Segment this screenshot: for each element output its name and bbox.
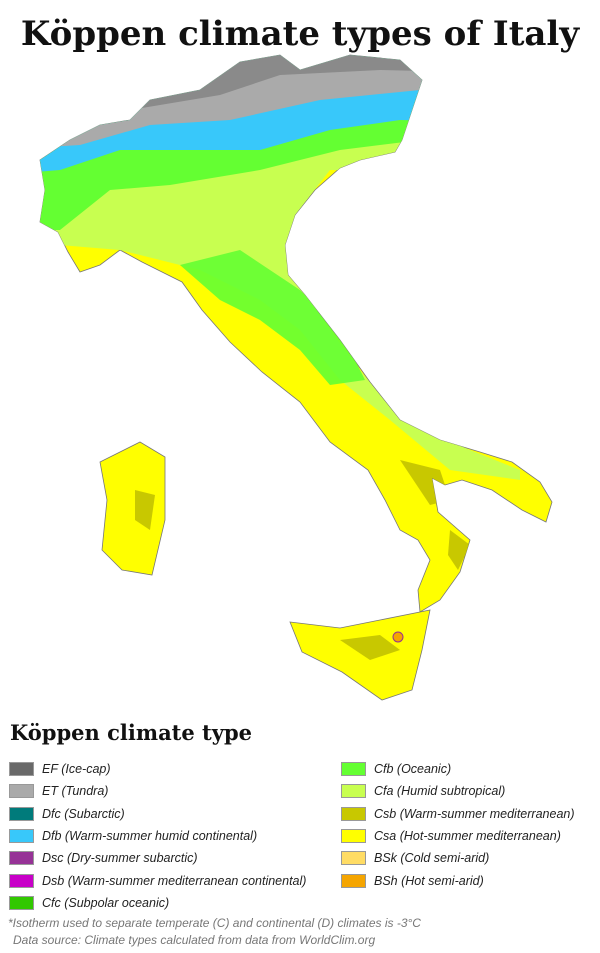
legend-item-cfb: Cfb (Oceanic) [341,758,575,780]
legend-swatch [9,762,34,777]
legend-swatch [341,806,366,821]
legend-left-column: EF (Ice-cap) ET (Tundra) Dfc (Subarctic)… [9,758,306,914]
legend-item-bsk: BSk (Cold semi-arid) [341,847,575,869]
legend-item-dfc: Dfc (Subarctic) [9,803,306,825]
legend-item-et: ET (Tundra) [9,780,306,802]
legend-item-cfc: Cfc (Subpolar oceanic) [9,892,306,914]
legend-swatch [9,895,34,910]
legend-item-ef: EF (Ice-cap) [9,758,306,780]
legend-item-csb: Csb (Warm-summer mediterranean) [341,803,575,825]
mainland-italy [39,54,553,613]
climate-map [39,54,553,701]
legend-swatch [9,851,34,866]
legend-swatch [341,873,366,888]
legend-swatch [341,762,366,777]
legend-right-column: Cfb (Oceanic) Cfa (Humid subtropical) Cs… [341,758,575,892]
legend-swatch [9,873,34,888]
legend-item-dsc: Dsc (Dry-summer subarctic) [9,847,306,869]
map-title: Köppen climate types of Italy [20,14,580,54]
legend-item-cfa: Cfa (Humid subtropical) [341,780,575,802]
data-source: Data source: Climate types calculated fr… [13,933,376,947]
legend-swatch [341,784,366,799]
sicily [289,609,431,701]
footnote: *Isotherm used to separate temperate (C)… [8,916,421,930]
legend-item-bsh: BSh (Hot semi-arid) [341,869,575,891]
legend-swatch [341,851,366,866]
legend-title: Köppen climate type [10,720,252,745]
legend-swatch [9,784,34,799]
legend-swatch [9,829,34,844]
legend-item-csa: Csa (Hot-summer mediterranean) [341,825,575,847]
sardinia [99,441,166,576]
legend-swatch [9,806,34,821]
legend-item-dsb: Dsb (Warm-summer mediterranean continent… [9,869,306,891]
legend-item-dfb: Dfb (Warm-summer humid continental) [9,825,306,847]
legend-swatch [341,829,366,844]
